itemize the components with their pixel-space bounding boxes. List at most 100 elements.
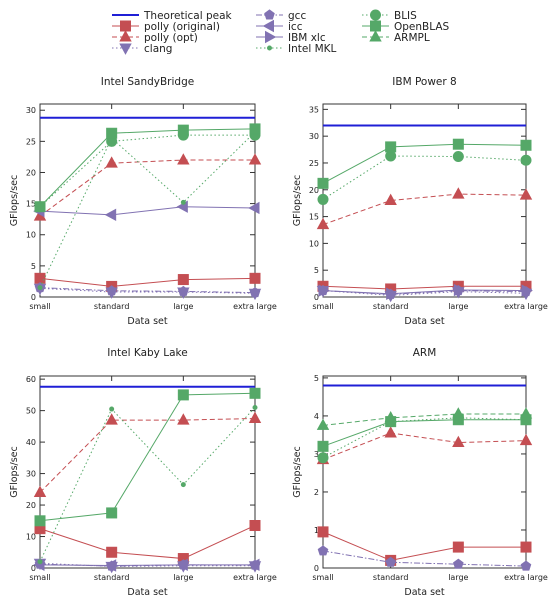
chart-title: Intel SandyBridge	[101, 76, 194, 88]
series-line	[39, 287, 256, 294]
data-point	[452, 541, 464, 553]
legend-entry-peak: Theoretical peak	[112, 10, 233, 22]
chart-title: ARM	[413, 347, 437, 359]
data-point	[520, 560, 532, 571]
y-tick-label: 50	[26, 407, 36, 416]
y-tick-label: 15	[26, 200, 36, 209]
y-tick-label: 35	[309, 105, 319, 114]
series-line	[39, 134, 255, 208]
legend-label: polly (opt)	[144, 32, 198, 44]
x-tick-label: small	[29, 573, 50, 582]
x-tick-label: small	[29, 302, 50, 311]
series-line	[322, 531, 526, 561]
data-point	[177, 389, 189, 401]
series-blis	[317, 150, 532, 205]
x-tick-label: standard	[373, 302, 408, 311]
plot-frame	[39, 103, 256, 298]
y-axis-label: GFlops/sec	[9, 446, 20, 497]
chart-title: IBM Power 8	[392, 76, 456, 88]
x-tick-label: standard	[94, 302, 129, 311]
data-point	[106, 285, 117, 296]
y-tick-label: 30	[26, 106, 36, 115]
panel-ibm-power-8: IBM Power 8 0 5 10 15 20 25 30 35 small standard la…	[292, 76, 548, 327]
y-tick-label: 10	[26, 533, 36, 542]
y-axis-label: GFlops/sec	[292, 175, 303, 226]
data-point	[318, 284, 330, 297]
series-gcc	[34, 282, 261, 298]
data-point	[106, 127, 118, 139]
x-tick-label: small	[312, 302, 333, 311]
data-point	[452, 138, 464, 150]
series-line	[39, 159, 255, 217]
data-point	[177, 124, 189, 136]
legend-entry-mkl: Intel MKL	[256, 43, 337, 55]
y-tick-label: 60	[26, 375, 36, 384]
legend-label: ARMPL	[394, 32, 430, 44]
y-tick-label: 4	[314, 412, 319, 421]
x-axis-label: Data set	[404, 587, 444, 598]
y-tick-label: 5	[314, 266, 319, 275]
legend-label: OpenBLAS	[394, 21, 450, 33]
legend-label: Theoretical peak	[143, 10, 233, 22]
data-point	[33, 485, 47, 497]
series-polly-opt	[316, 426, 533, 465]
legend-label: gcc	[288, 10, 306, 22]
data-point	[248, 201, 260, 215]
data-point	[316, 418, 330, 430]
data-point	[452, 151, 464, 163]
panel-intel-kaby-lake: Intel Kaby Lake 0 10 20 30 40 50 60 small standar…	[9, 347, 277, 598]
legend-swatch-marker	[119, 30, 132, 42]
legend-entry-icc: icc	[256, 19, 303, 33]
legend-label: icc	[288, 21, 303, 33]
series-blis	[34, 129, 261, 213]
series-line	[39, 277, 256, 287]
legend-entry-blis: BLIS	[362, 9, 417, 22]
series-gcc	[317, 545, 532, 571]
data-point	[177, 274, 189, 286]
data-point	[520, 154, 532, 166]
y-tick-label: 30	[26, 470, 36, 479]
series-line	[322, 193, 527, 226]
legend-swatch-marker	[264, 30, 277, 44]
x-tick-label: extra large	[233, 302, 277, 311]
data-point	[105, 156, 118, 168]
series-line	[322, 155, 527, 200]
legend-swatch-marker	[369, 20, 381, 32]
series-line	[322, 290, 527, 296]
data-point	[252, 404, 258, 410]
series-line	[322, 289, 527, 295]
legend-swatch-marker	[369, 9, 381, 21]
data-point	[384, 410, 397, 423]
series-line	[322, 432, 527, 461]
chart-title: Intel Kaby Lake	[107, 347, 187, 359]
legend-swatch-marker	[264, 9, 275, 20]
x-tick-label: large	[448, 302, 468, 311]
data-point	[519, 433, 533, 446]
y-tick-label: 5	[314, 374, 319, 383]
x-tick-label: extra large	[504, 573, 548, 582]
data-point	[386, 287, 398, 300]
y-tick-label: 0	[31, 564, 36, 573]
data-point	[317, 193, 329, 205]
data-point	[519, 188, 533, 200]
data-point	[104, 559, 117, 572]
x-tick-label: standard	[94, 573, 129, 582]
data-point	[37, 559, 43, 565]
data-point	[521, 284, 533, 297]
x-axis-label: Data set	[404, 316, 444, 327]
data-point	[34, 201, 46, 213]
x-tick-label: large	[173, 302, 193, 311]
y-tick-label: 10	[309, 239, 319, 248]
series-line	[39, 417, 256, 493]
data-point	[384, 426, 397, 438]
data-point	[249, 123, 261, 135]
data-point	[249, 272, 261, 284]
data-point	[248, 153, 262, 165]
legend-entry-gcc: gcc	[256, 9, 306, 22]
y-tick-label: 3	[314, 450, 319, 459]
legend-label: clang	[144, 43, 172, 55]
plot-frame	[322, 375, 527, 569]
data-point	[520, 541, 532, 553]
